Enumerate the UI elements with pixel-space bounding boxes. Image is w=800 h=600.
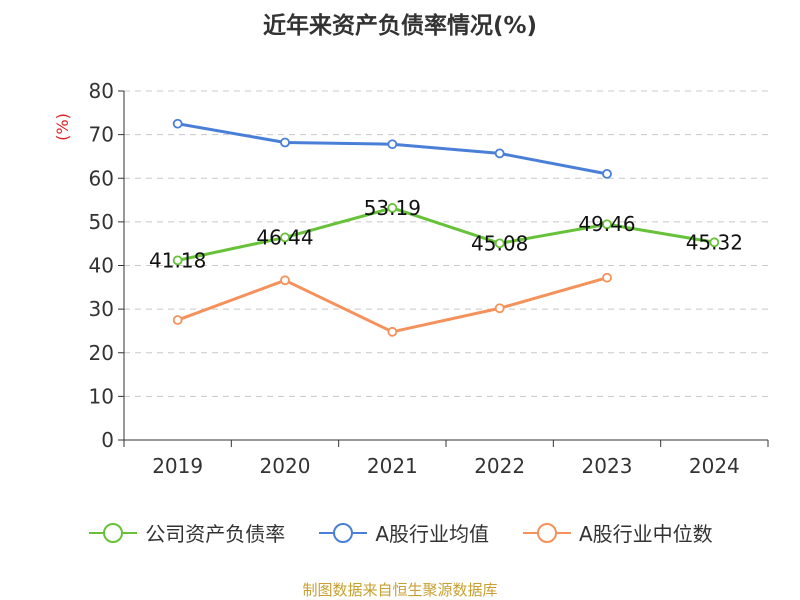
y-tick-label: 50 <box>89 210 114 234</box>
y-tick-label: 60 <box>89 166 114 190</box>
data-point[interactable] <box>172 315 183 325</box>
x-tick-label: 2023 <box>582 454 633 478</box>
x-tick-label: 2019 <box>152 454 203 478</box>
y-tick-label: 10 <box>89 384 114 408</box>
chart-title: 近年来资产负债率情况(%) <box>262 13 538 39</box>
data-label: 49.46 <box>578 212 635 236</box>
y-tick-label: 0 <box>101 428 114 452</box>
legend-swatch-icon <box>523 522 571 543</box>
data-point[interactable] <box>280 232 290 243</box>
data-point[interactable] <box>494 238 505 249</box>
x-tick-label: 2024 <box>689 454 740 478</box>
legend-item[interactable]: A股行业均值 <box>317 518 489 547</box>
x-tick-label: 2021 <box>367 454 418 478</box>
legend-item[interactable]: 公司资产负债率 <box>87 518 285 547</box>
data-point[interactable] <box>387 203 398 213</box>
y-tick-label: 30 <box>89 297 114 321</box>
data-point[interactable] <box>172 255 183 266</box>
x-tick-label: 2020 <box>260 454 311 478</box>
data-label: 45.08 <box>471 231 528 255</box>
data-point[interactable] <box>172 118 183 129</box>
legend-label: A股行业中位数 <box>579 522 713 546</box>
legend-label: A股行业均值 <box>375 522 489 546</box>
data-point[interactable] <box>709 237 720 248</box>
series <box>172 118 720 337</box>
y-tick-label: 40 <box>89 254 114 278</box>
legend: 公司资产负债率 A股行业均值 A股行业中位数 <box>0 518 800 547</box>
source-note: 制图数据来自恒生聚源数据库 <box>302 581 498 599</box>
series-line <box>177 276 608 334</box>
legend-swatch-icon <box>319 522 368 543</box>
y-tick-label: 70 <box>89 123 114 147</box>
y-tick-label: 80 <box>89 79 114 103</box>
grid-lines <box>124 90 768 397</box>
legend-item[interactable]: A股行业中位数 <box>521 518 713 547</box>
data-point[interactable] <box>387 326 398 337</box>
data-point[interactable] <box>494 303 505 314</box>
legend-label: 公司资产负债率 <box>145 522 286 546</box>
data-label: 53.19 <box>364 196 421 220</box>
data-point[interactable] <box>602 272 612 283</box>
data-label: 46.44 <box>256 225 313 249</box>
series-line <box>177 206 715 262</box>
data-point[interactable] <box>602 219 612 230</box>
y-axis-label: (%) <box>53 113 72 141</box>
y-tick-label: 20 <box>89 341 114 365</box>
data-point[interactable] <box>494 148 505 159</box>
data-point[interactable] <box>387 139 398 150</box>
data-point[interactable] <box>280 137 290 148</box>
data-point[interactable] <box>602 168 612 179</box>
data-labels: 41.18 46.44 53.19 45.08 49.46 45.32 <box>149 196 743 272</box>
legend-swatch-icon <box>89 522 138 543</box>
axes: 0 10 20 30 40 50 60 70 80 (%) 2019 2020 2021 2022 2023… <box>53 79 769 478</box>
data-point[interactable] <box>280 275 290 286</box>
data-label: 41.18 <box>149 248 206 272</box>
x-tick-label: 2022 <box>474 454 525 478</box>
data-label: 45.32 <box>686 230 743 254</box>
